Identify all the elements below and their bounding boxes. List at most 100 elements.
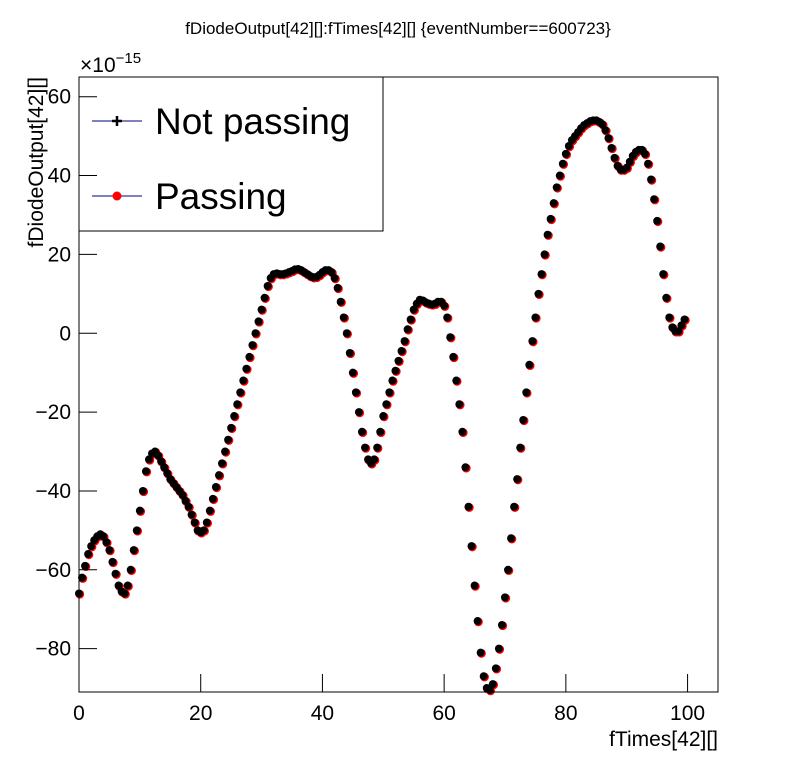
data-point bbox=[254, 317, 263, 326]
data-point bbox=[236, 388, 245, 397]
data-point bbox=[458, 427, 467, 436]
data-point bbox=[339, 313, 348, 322]
y-exponent-base: ×10 bbox=[80, 54, 116, 77]
data-point bbox=[540, 250, 549, 259]
x-tick-label: 0 bbox=[73, 702, 85, 725]
data-point bbox=[452, 376, 461, 385]
data-point bbox=[494, 644, 503, 653]
data-point bbox=[388, 376, 397, 385]
data-point bbox=[382, 400, 391, 409]
data-point bbox=[190, 518, 199, 527]
data-point bbox=[640, 149, 649, 158]
data-point bbox=[403, 325, 412, 334]
data-point bbox=[537, 270, 546, 279]
y-axis-label: fDiodeOutput[42][] bbox=[25, 77, 48, 247]
data-point bbox=[138, 486, 147, 495]
legend-label: Passing bbox=[155, 176, 287, 217]
x-tick-label: 100 bbox=[670, 702, 705, 725]
data-point bbox=[440, 301, 449, 310]
data-point bbox=[357, 427, 366, 436]
data-point bbox=[84, 550, 93, 559]
data-point bbox=[622, 163, 631, 172]
data-point bbox=[239, 376, 248, 385]
data-point bbox=[470, 581, 479, 590]
data-point bbox=[78, 573, 87, 582]
data-point bbox=[464, 502, 473, 511]
y-tick-label: −60 bbox=[35, 559, 71, 582]
y-tick-label: −40 bbox=[35, 480, 71, 503]
data-point bbox=[625, 157, 634, 166]
data-point bbox=[552, 183, 561, 192]
data-point bbox=[123, 581, 132, 590]
data-point bbox=[257, 305, 266, 314]
data-point bbox=[501, 593, 509, 602]
data-point bbox=[370, 455, 379, 464]
data-point bbox=[546, 214, 555, 223]
data-point bbox=[394, 356, 403, 365]
data-point bbox=[202, 518, 211, 527]
data-point bbox=[163, 469, 172, 478]
data-point bbox=[564, 141, 573, 150]
data-point bbox=[513, 475, 522, 484]
data-point bbox=[376, 427, 385, 436]
x-tick-label: 80 bbox=[554, 702, 577, 725]
data-point bbox=[555, 171, 564, 180]
data-point bbox=[525, 360, 534, 369]
data-point bbox=[373, 443, 382, 452]
data-point bbox=[476, 648, 485, 657]
y-tick-label: −80 bbox=[35, 638, 71, 661]
data-point bbox=[187, 510, 196, 519]
data-point bbox=[467, 542, 476, 551]
data-point bbox=[455, 400, 464, 409]
data-point bbox=[154, 451, 163, 460]
data-point bbox=[342, 329, 351, 338]
data-point bbox=[245, 352, 254, 361]
data-point bbox=[479, 672, 488, 681]
data-point bbox=[400, 337, 409, 346]
y-tick-label: 60 bbox=[48, 86, 71, 109]
y-tick-label: 20 bbox=[48, 243, 71, 266]
y-tick-label: 0 bbox=[59, 322, 71, 345]
data-point bbox=[242, 364, 251, 373]
frame bbox=[78, 76, 719, 693]
data-point bbox=[488, 680, 497, 689]
data-point bbox=[354, 408, 363, 417]
data-point bbox=[491, 664, 500, 673]
data-point bbox=[662, 293, 671, 302]
legend-marker bbox=[112, 116, 122, 126]
chart-title: fDiodeOutput[42][]:fTimes[42][] {eventNu… bbox=[185, 19, 611, 38]
data-point bbox=[111, 569, 120, 578]
data-point bbox=[330, 274, 339, 283]
data-point bbox=[184, 502, 193, 511]
data-point bbox=[260, 293, 269, 302]
data-point bbox=[531, 313, 540, 322]
data-point bbox=[653, 216, 662, 225]
data-point bbox=[199, 526, 208, 535]
data-point bbox=[135, 506, 144, 515]
data-point bbox=[558, 159, 567, 168]
data-point bbox=[336, 297, 345, 306]
data-point bbox=[406, 315, 415, 324]
data-point bbox=[211, 483, 220, 491]
data-point bbox=[650, 195, 659, 204]
data-point bbox=[345, 348, 354, 357]
data-point bbox=[120, 589, 129, 598]
data-point bbox=[221, 447, 230, 456]
data-point bbox=[205, 506, 214, 515]
data-point bbox=[87, 542, 96, 551]
x-tick-label: 20 bbox=[189, 702, 212, 725]
data-point bbox=[361, 443, 370, 452]
data-point bbox=[674, 327, 683, 336]
data-point bbox=[227, 423, 236, 432]
data-point bbox=[141, 467, 150, 476]
data-point bbox=[333, 283, 342, 292]
y-exponent-power: −15 bbox=[116, 50, 141, 67]
data-point bbox=[214, 471, 223, 480]
data-point bbox=[443, 313, 452, 322]
data-point bbox=[665, 313, 674, 322]
data-point bbox=[263, 281, 272, 290]
data-point bbox=[99, 532, 108, 541]
data-point bbox=[680, 315, 689, 324]
data-point bbox=[348, 368, 357, 377]
